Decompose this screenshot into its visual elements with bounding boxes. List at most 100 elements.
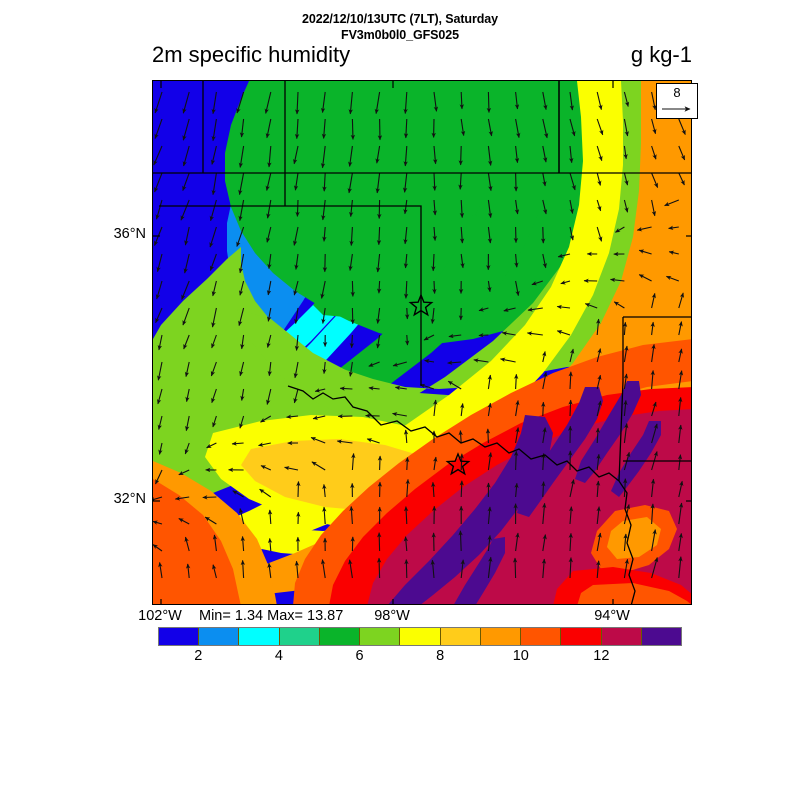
wind-vector — [320, 91, 326, 114]
vector-reference-value: 8 — [673, 85, 681, 100]
wind-vector — [487, 172, 493, 192]
wind-vector — [376, 307, 381, 324]
wind-vector — [153, 145, 163, 166]
wind-vector — [542, 371, 548, 390]
wind-vector — [638, 274, 652, 282]
wind-vector — [542, 145, 548, 163]
wind-vector — [404, 334, 410, 346]
wind-vector — [432, 226, 437, 241]
wind-vector — [240, 334, 245, 350]
wind-vector — [677, 454, 683, 471]
wind-vector — [515, 400, 520, 417]
wind-vector — [569, 348, 575, 363]
wind-vector — [596, 453, 601, 471]
colorbar-segment-2 — [239, 628, 280, 645]
page-title: 2m specific humidity — [152, 42, 351, 67]
wind-vector — [211, 280, 217, 297]
wind-vector — [651, 199, 657, 217]
wind-vector — [292, 226, 299, 246]
wind-vector — [651, 172, 659, 189]
wind-vector — [349, 226, 354, 246]
wind-vector — [403, 118, 409, 139]
wind-vector — [259, 488, 272, 498]
wind-vector — [403, 280, 409, 299]
wind-vector — [486, 91, 492, 113]
wind-vector — [487, 199, 493, 219]
wind-vector — [610, 277, 625, 283]
right-arrow-icon — [662, 106, 691, 112]
map-plot-area — [152, 80, 692, 605]
colorbar-segment-11 — [601, 628, 642, 645]
wind-vector — [157, 388, 163, 405]
wind-vector — [154, 118, 163, 140]
wind-vector — [211, 172, 217, 196]
wind-vector — [294, 118, 300, 140]
wind-vector — [623, 399, 628, 417]
wind-vector — [404, 307, 410, 320]
wind-vector — [584, 303, 598, 309]
wind-vector — [211, 118, 217, 142]
wind-vector — [557, 253, 571, 258]
wind-vector — [431, 481, 436, 498]
wind-vector — [487, 280, 492, 293]
x-tick-label-98w: 98°W — [374, 608, 410, 624]
wind-vector — [541, 401, 546, 417]
wind-vector — [596, 199, 602, 212]
wind-vector — [183, 334, 190, 350]
wind-vector — [294, 307, 299, 325]
wind-vector — [293, 361, 299, 379]
colorbar-segment-8 — [480, 628, 522, 645]
wind-vector — [485, 428, 491, 444]
wind-vector — [376, 280, 382, 294]
wind-vector — [473, 358, 489, 363]
wind-vector — [569, 118, 576, 137]
wind-vector — [622, 321, 628, 336]
wind-vector — [569, 226, 575, 241]
wind-vector — [651, 118, 657, 135]
wind-vector — [458, 430, 463, 444]
wind-vector — [541, 453, 546, 471]
y-tick-label-36n: 36°N — [113, 226, 146, 242]
wind-vector — [264, 91, 272, 114]
wind-vector — [376, 334, 381, 349]
wind-vector — [487, 374, 492, 390]
wind-vector — [260, 415, 272, 423]
wind-vector — [500, 357, 516, 363]
wind-vector — [432, 145, 438, 165]
wind-vector — [432, 172, 437, 191]
wind-vector — [569, 91, 574, 111]
wind-vector — [526, 331, 543, 336]
wind-vector — [293, 172, 299, 191]
wind-vector — [375, 253, 381, 273]
wind-vector — [478, 333, 489, 338]
axis-ticks — [153, 81, 691, 604]
wind-vector — [155, 469, 163, 485]
wind-vector — [350, 280, 355, 297]
wind-vector — [622, 478, 628, 498]
wind-vector — [542, 427, 547, 444]
wind-vector — [182, 172, 190, 192]
wind-vector — [157, 361, 163, 381]
wind-vector — [636, 226, 652, 232]
wind-vector — [374, 91, 381, 115]
wind-vector — [668, 225, 679, 230]
wind-vector — [459, 403, 465, 417]
wind-vector — [322, 483, 327, 498]
wind-vector — [296, 481, 301, 498]
wind-vector — [211, 334, 217, 349]
wind-vector — [394, 385, 407, 391]
wind-vector — [239, 280, 245, 296]
wind-vector — [514, 482, 519, 498]
wind-vector — [240, 559, 246, 579]
wind-vector — [182, 307, 190, 326]
wind-vector — [310, 436, 326, 444]
wind-vector — [267, 509, 273, 525]
wind-vector — [347, 172, 353, 194]
title-model-name: FV3m0b0l0_GFS025 — [341, 28, 459, 42]
wind-vector — [515, 532, 520, 552]
wind-vector — [487, 226, 493, 244]
wind-vector — [569, 172, 576, 191]
wind-vector — [293, 388, 299, 404]
wind-vector — [513, 373, 519, 390]
wind-vector — [556, 304, 571, 310]
